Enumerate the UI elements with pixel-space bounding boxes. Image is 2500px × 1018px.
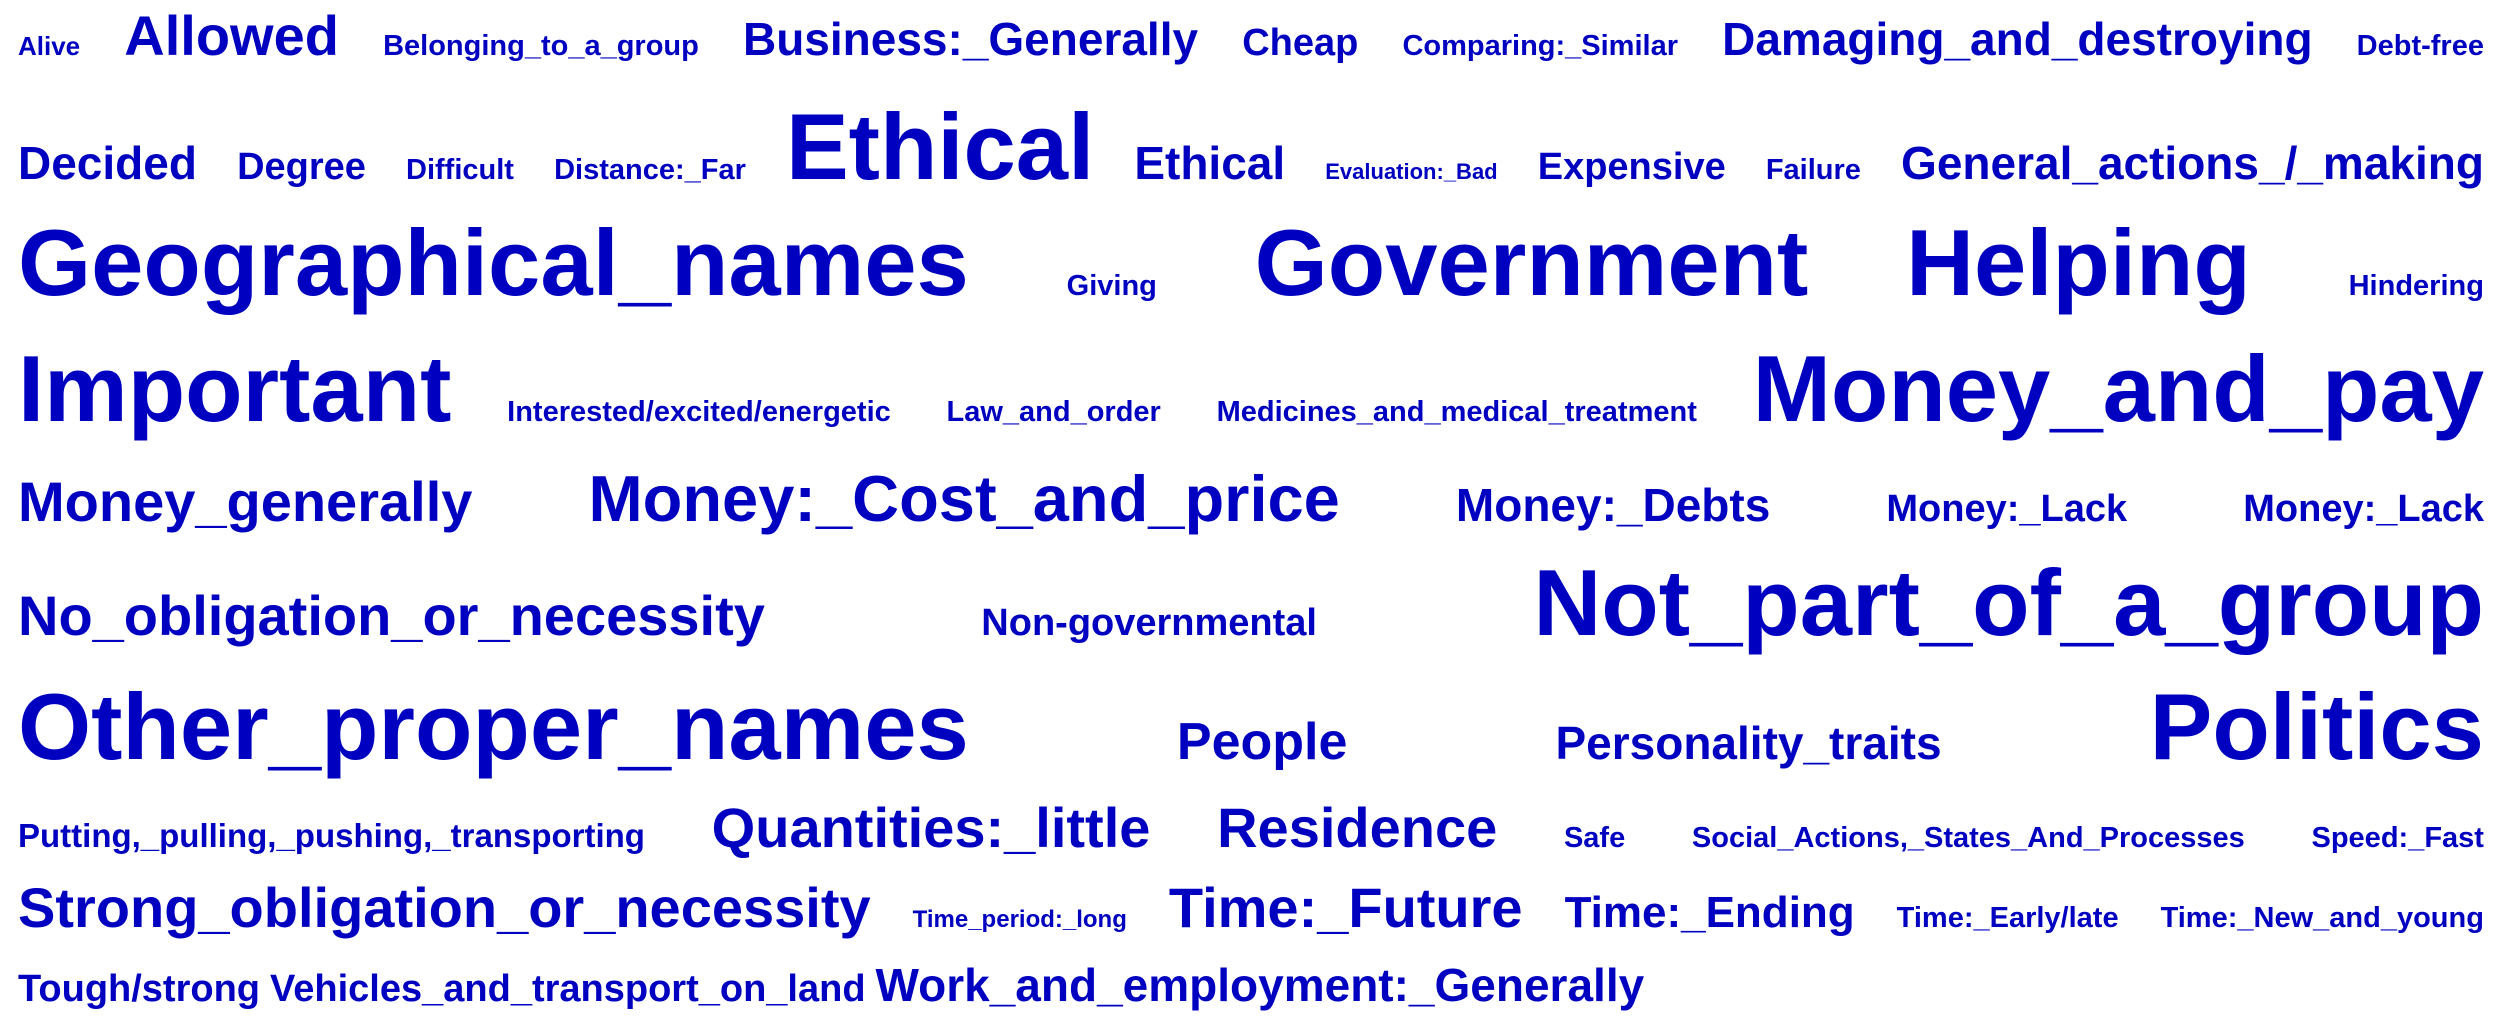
cloud-word: No_obligation_or_necessity: [18, 584, 765, 647]
cloud-word: Time:_New_and_young: [2160, 902, 2484, 934]
cloud-word: Money:_Cost_and_price: [588, 462, 1340, 535]
word-cloud-row: Geographical_names Giving Government Hel…: [18, 216, 2484, 310]
cloud-word: Strong_obligation_or_necessity: [18, 876, 871, 939]
word-cloud-row: Decided Degree Difficult Distance:_Far E…: [18, 100, 2484, 194]
cloud-word: Comparing:_Similar: [1402, 30, 1678, 62]
cloud-word: Alive: [18, 31, 81, 61]
cloud-word: Medicines_and_medical_treatment: [1216, 396, 1697, 428]
cloud-word: Time:_Ending: [1564, 888, 1855, 937]
cloud-word: Time:_Early/late: [1896, 902, 2119, 934]
word-cloud: Alive Allowed Belonging_to_a_group Busin…: [18, 0, 2484, 1018]
cloud-word: Law_and_order: [946, 396, 1161, 428]
cloud-word: Personality_traits: [1555, 717, 1942, 769]
cloud-word: Interested/excited/energetic: [507, 396, 891, 428]
cloud-word: Cheap: [1242, 22, 1359, 64]
cloud-word: Decided: [18, 137, 197, 189]
cloud-word: Belonging_to_a_group: [383, 30, 699, 62]
cloud-word: Money_generally: [18, 470, 473, 533]
cloud-word: Work_and_employment:_Generally: [875, 959, 1645, 1011]
cloud-word: Evaluation:_Bad: [1325, 159, 1498, 184]
word-cloud-row: Alive Allowed Belonging_to_a_group Busin…: [18, 8, 2484, 64]
cloud-word: Putting,_pulling,_pushing,_transporting: [18, 817, 645, 854]
cloud-word: Quantities:_little: [711, 796, 1151, 859]
cloud-word: Speed:_Fast: [2311, 822, 2484, 854]
cloud-word: Non-governmental: [981, 602, 1317, 644]
cloud-word: People: [1176, 713, 1348, 771]
cloud-word: Giving: [1066, 270, 1157, 302]
cloud-word: Ethical: [1134, 137, 1286, 189]
cloud-word: Failure: [1765, 154, 1861, 186]
cloud-word: Allowed: [124, 4, 339, 67]
cloud-word: Important: [18, 336, 452, 441]
word-cloud-row: Strong_obligation_or_necessity Time_peri…: [18, 880, 2484, 936]
cloud-word: Ethical: [785, 94, 1095, 199]
cloud-word: Hindering: [2348, 270, 2484, 302]
cloud-word: Time_period:_long: [912, 906, 1127, 933]
cloud-word: Damaging_and_destroying: [1722, 13, 2313, 65]
cloud-word: Money:_Debts: [1455, 479, 1771, 531]
cloud-word: Safe: [1563, 822, 1626, 854]
cloud-word: Expensive: [1537, 146, 1726, 188]
cloud-word: Difficult: [406, 154, 514, 186]
cloud-word: Government: [1254, 210, 1809, 315]
cloud-word: Politics: [2149, 674, 2484, 779]
cloud-word: Vehicles_and_transport_on_land: [270, 968, 866, 1010]
word-cloud-row: Important Interested/excited/energetic L…: [18, 342, 2484, 436]
word-cloud-row: Other_proper_names People Personality_tr…: [18, 680, 2484, 774]
cloud-word: Debt-free: [2356, 30, 2484, 62]
word-cloud-row: Tough/strong Vehicles_and_transport_on_l…: [18, 962, 2484, 1008]
cloud-word: Not_part_of_a_group: [1533, 550, 2484, 655]
word-cloud-row: Putting,_pulling,_pushing,_transporting …: [18, 800, 2484, 856]
cloud-word: General_actions_/_making: [1901, 137, 2484, 189]
cloud-word: Social_Actions,_States_And_Processes: [1691, 822, 2245, 854]
cloud-word: Helping: [1906, 210, 2251, 315]
cloud-word: Tough/strong: [18, 968, 261, 1010]
cloud-word: Degree: [237, 146, 366, 188]
cloud-word: Money:_Lack: [1886, 488, 2128, 530]
cloud-word: Distance:_Far: [554, 154, 746, 186]
word-cloud-row: Money_generally Money:_Cost_and_price Mo…: [18, 466, 2484, 531]
cloud-word: Other_proper_names: [18, 674, 969, 779]
cloud-word: Geographical_names: [18, 210, 969, 315]
cloud-word: Money_and_pay: [1752, 336, 2484, 441]
cloud-word: Residence: [1217, 796, 1498, 859]
cloud-word: Time:_Future: [1168, 876, 1523, 939]
word-cloud-row: No_obligation_or_necessity Non-governmen…: [18, 556, 2484, 650]
cloud-word: Business:_Generally: [742, 13, 1199, 65]
cloud-word: Money:_Lack: [2243, 488, 2484, 530]
